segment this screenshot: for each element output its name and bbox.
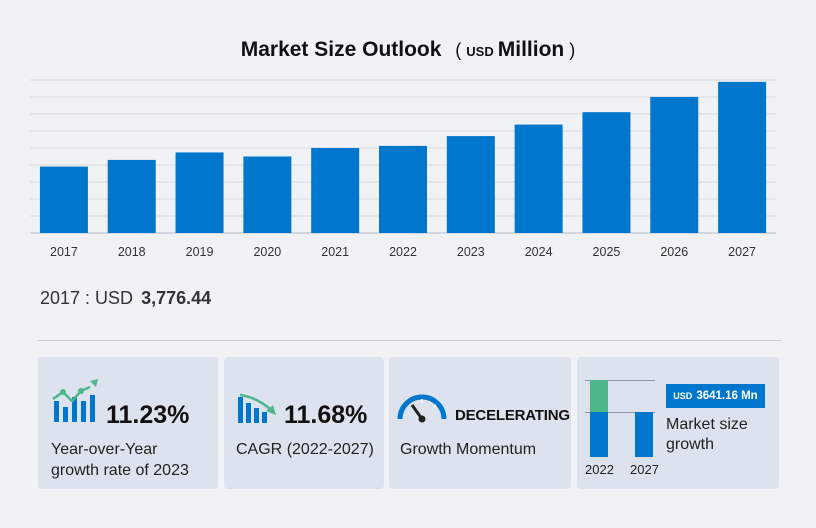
yoy-card: 11.23% Year-over-Year growth rate of 202… — [38, 357, 218, 489]
bar-2018 — [107, 159, 156, 233]
cagr-card: 11.68% CAGR (2022-2027) — [224, 357, 384, 489]
chart-bars — [39, 81, 767, 233]
bar-2020 — [243, 156, 292, 233]
bar-2022 — [379, 145, 427, 233]
base-year-amount: 3,776.44 — [141, 288, 212, 308]
base-year-value: 2017 : USD 3,776.44 — [40, 288, 211, 309]
declining-bars-icon — [238, 393, 276, 423]
bar-2019 — [175, 152, 224, 233]
bar-2017 — [39, 166, 88, 233]
x-tick-label: 2022 — [389, 245, 417, 259]
bar-2021 — [311, 147, 360, 233]
growth-chart-icon — [52, 379, 98, 422]
growth-label: Market size growth — [666, 416, 748, 453]
mini-bar-increment — [590, 380, 608, 412]
base-year-label: 2017 : USD — [40, 288, 134, 308]
mini-year-end: 2027 — [630, 462, 659, 477]
gauge-icon — [397, 394, 447, 423]
x-tick-label: 2025 — [593, 245, 621, 259]
section-divider — [38, 340, 781, 341]
momentum-card: DECELERATING Growth Momentum — [389, 357, 571, 489]
momentum-status: DECELERATING — [455, 407, 570, 424]
title-unit-group: ( USD Million ) — [455, 38, 576, 61]
mini-year-start: 2022 — [585, 462, 614, 477]
bar-chart: 2017 2018 2019 2020 2021 2022 2023 2024 2025 2026… — [30, 79, 776, 259]
title-main: Market Size Outlook — [240, 38, 442, 61]
bar-2026 — [650, 96, 699, 233]
mini-bar-2027 — [635, 412, 653, 457]
x-tick-label: 2020 — [253, 245, 281, 259]
title-scale: Million — [497, 38, 565, 61]
x-tick-label: 2026 — [660, 245, 688, 259]
bar-2023 — [446, 136, 495, 233]
cagr-value: 11.68% — [284, 401, 368, 429]
bar-2024 — [514, 124, 563, 233]
mini-bar-2022 — [590, 412, 608, 457]
cagr-label: CAGR (2022-2027) — [236, 441, 374, 458]
yoy-label: Year-over-Year growth rate of 2023 — [51, 441, 189, 479]
x-tick-label: 2017 — [50, 245, 78, 259]
growth-mini-chart — [585, 380, 655, 457]
x-tick-label: 2021 — [321, 245, 349, 259]
title-unit: USD — [466, 44, 494, 59]
chart-x-ticks: 2017 2018 2019 2020 2021 2022 2023 2024 2025 2026… — [50, 245, 756, 259]
x-tick-label: 2023 — [457, 245, 485, 259]
momentum-label: Growth Momentum — [400, 441, 537, 458]
x-tick-label: 2024 — [525, 245, 553, 259]
yoy-value: 11.23% — [106, 401, 190, 429]
bar-2027 — [718, 81, 767, 233]
bar-2025 — [582, 112, 631, 233]
x-tick-label: 2018 — [118, 245, 146, 259]
x-tick-label: 2027 — [728, 245, 756, 259]
growth-badge: USD 3641.16 Mn — [666, 384, 765, 408]
chart-title: Market Size Outlook ( USD Million ) — [0, 38, 816, 62]
growth-card — [577, 357, 779, 489]
x-tick-label: 2019 — [186, 245, 214, 259]
